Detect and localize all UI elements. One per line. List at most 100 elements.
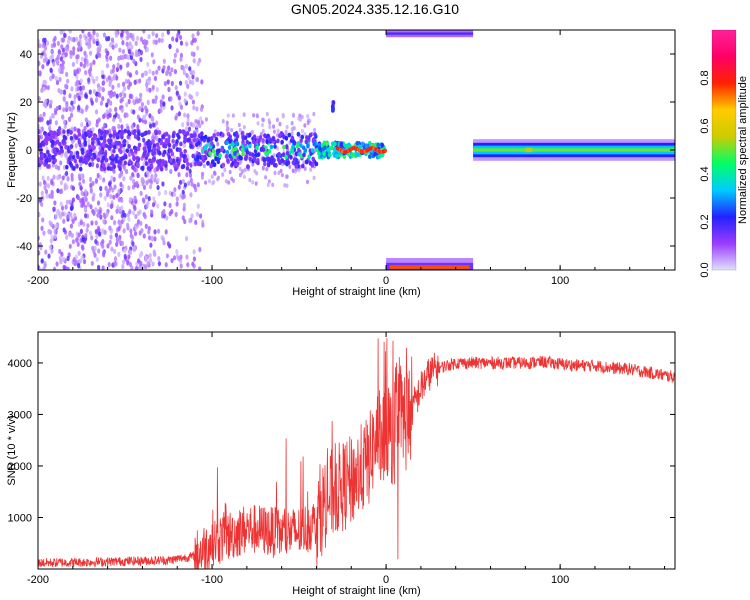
- spectral-cell: [115, 193, 119, 199]
- spectral-cell: [238, 154, 242, 160]
- spectral-cell: [190, 133, 194, 139]
- spectral-cell: [107, 144, 111, 150]
- spectral-cell: [47, 229, 51, 235]
- spectral-cell: [202, 163, 206, 169]
- spectral-cell: [178, 179, 183, 185]
- spectral-cell: [172, 158, 176, 164]
- spectral-cell: [47, 153, 52, 159]
- spectral-cell: [171, 138, 175, 144]
- spectral-cell: [61, 64, 65, 71]
- spectral-cell: [307, 154, 311, 160]
- spectral-cell: [117, 123, 121, 129]
- spectral-cell: [261, 128, 265, 134]
- spectral-cell: [119, 181, 123, 188]
- spectral-cell: [119, 98, 123, 104]
- spectral-cell: [38, 96, 41, 102]
- spectral-cell: [157, 255, 161, 262]
- spectral-cell: [90, 140, 95, 146]
- spectral-cell: [134, 213, 138, 220]
- spectral-cell: [57, 48, 61, 55]
- spectral-cell: [61, 211, 65, 217]
- spectral-cell: [106, 202, 110, 208]
- spectral-cell: [62, 89, 67, 95]
- spectral-cell: [173, 166, 178, 172]
- spectral-cell: [182, 206, 186, 212]
- spectral-cell: [212, 133, 216, 138]
- spectral-cell: [113, 248, 117, 255]
- spectral-cell: [127, 98, 131, 105]
- spectral-cell: [284, 144, 289, 150]
- spectral-cell: [189, 69, 193, 75]
- spectral-cell: [151, 139, 155, 144]
- spectral-cell: [62, 227, 66, 233]
- spectral-cell: [157, 261, 162, 267]
- wrap-band-bottom-core: [389, 265, 470, 269]
- spectral-cell: [68, 199, 72, 205]
- spectral-cell: [182, 142, 186, 149]
- spectral-cell: [267, 179, 271, 184]
- spectral-cell: [54, 214, 58, 220]
- spectral-cell: [313, 127, 317, 133]
- spectral-cell: [88, 50, 93, 56]
- spectral-cell: [271, 136, 276, 142]
- spectral-cell: [103, 138, 107, 144]
- spectral-cell: [200, 131, 204, 137]
- spectral-cell: [41, 37, 46, 43]
- spectral-cell: [276, 146, 280, 151]
- spectral-cell: [310, 148, 315, 153]
- spectral-cell: [84, 53, 88, 60]
- spectral-cell: [248, 156, 252, 162]
- spectral-cell: [171, 36, 175, 42]
- spectral-cell: [190, 213, 194, 219]
- spectral-cell: [107, 75, 111, 81]
- spectral-cell: [196, 61, 200, 67]
- spectral-cell: [269, 144, 274, 150]
- spectral-cell: [38, 43, 42, 49]
- spectral-cell: [127, 151, 131, 158]
- spectral-cell: [248, 177, 252, 183]
- spectral-cell: [144, 223, 148, 229]
- spectral-cell: [107, 261, 111, 268]
- spectral-cell: [77, 232, 81, 238]
- wrap-band-top: [386, 32, 474, 35]
- spectral-cell: [218, 153, 222, 158]
- spectral-cell: [47, 157, 52, 163]
- spectral-cell: [134, 40, 138, 46]
- spectral-cell: [233, 158, 237, 164]
- spectral-cell: [136, 172, 140, 178]
- spectral-cell: [40, 116, 44, 122]
- spectral-cell: [122, 176, 126, 182]
- spectral-cell: [87, 133, 92, 139]
- spectral-cell: [123, 113, 127, 119]
- snr-marks: [38, 338, 675, 569]
- spectral-cell: [61, 256, 66, 262]
- spectral-cell: [105, 191, 110, 198]
- spectral-cell: [196, 182, 200, 187]
- spectral-cell: [177, 111, 182, 117]
- spectral-cell: [38, 128, 41, 134]
- spectral-cell: [266, 182, 270, 187]
- spectral-cell: [181, 164, 186, 169]
- spectral-cell: [46, 183, 51, 189]
- snr-frame: [37, 331, 676, 570]
- spectral-cell: [68, 161, 73, 166]
- spectral-cell: [140, 228, 144, 234]
- spectral-cell: [125, 148, 130, 154]
- spectral-cell: [143, 70, 147, 76]
- spectral-cell: [162, 58, 166, 64]
- spectral-cell: [157, 190, 161, 197]
- spectral-cell: [40, 190, 44, 196]
- spectral-cell: [163, 80, 167, 87]
- spectral-cell: [94, 109, 99, 115]
- spectral-cell: [121, 146, 125, 152]
- spectral-cell: [38, 211, 41, 217]
- spectral-cell: [170, 105, 174, 111]
- spectral-cell: [50, 54, 54, 60]
- spectral-cell: [243, 167, 247, 173]
- spectral-cell: [184, 236, 189, 242]
- spectral-cell: [137, 258, 141, 264]
- spectral-cell: [154, 130, 159, 136]
- spectral-cell: [309, 167, 313, 172]
- spectral-cell: [55, 105, 59, 112]
- spectral-cell: [148, 68, 152, 74]
